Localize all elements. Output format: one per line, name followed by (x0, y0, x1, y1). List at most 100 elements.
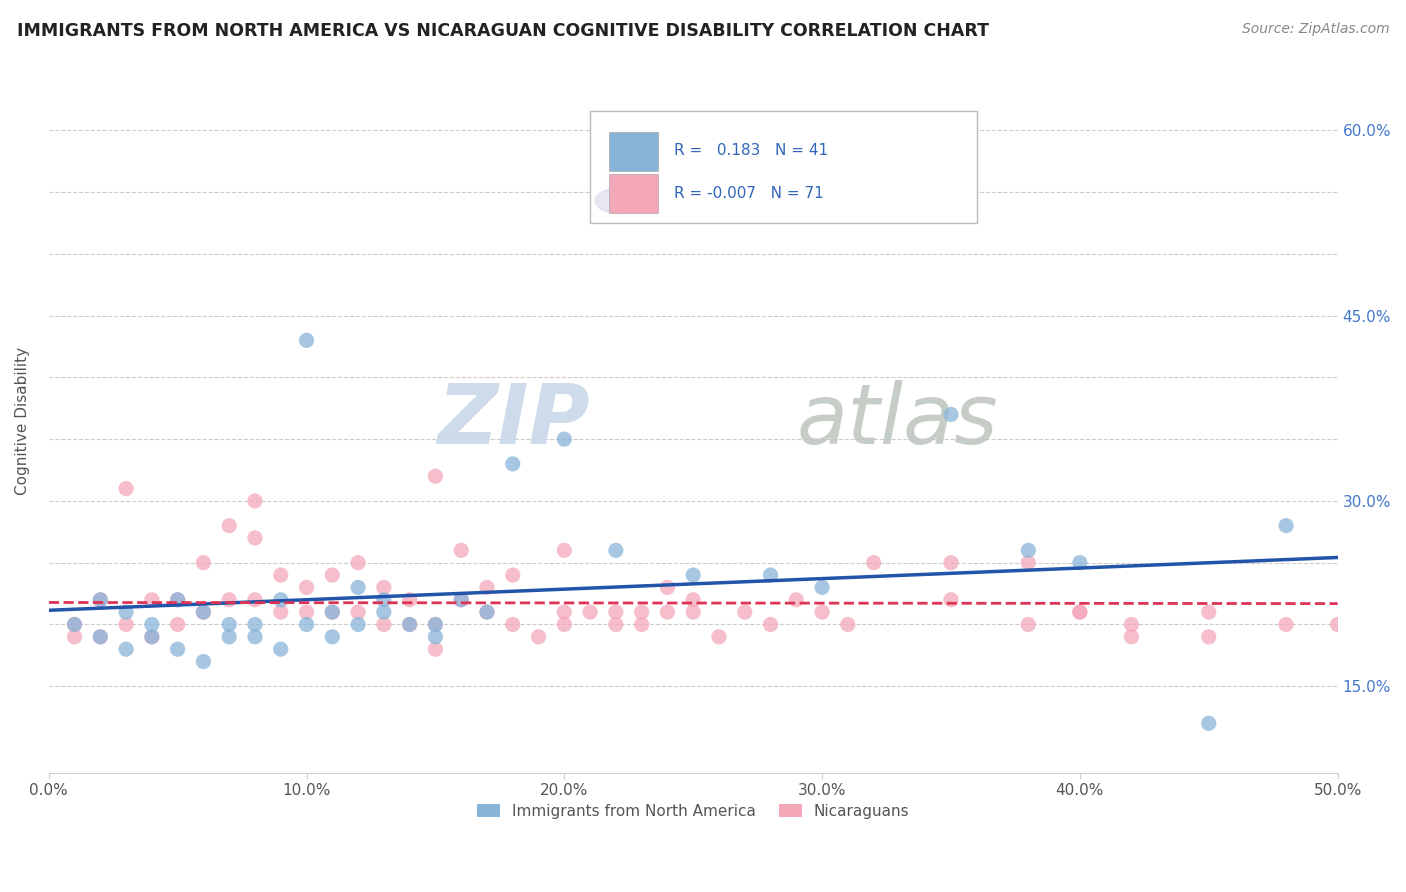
Point (502, 457, 524, 471)
Point (682, 592, 704, 607)
Point (553, 617, 575, 632)
Point (270, 568, 292, 582)
Text: ZIP: ZIP (437, 380, 591, 461)
Point (605, 543, 627, 558)
Point (1017, 617, 1039, 632)
Point (270, 642, 292, 657)
Point (295, 581, 318, 595)
Point (347, 556, 370, 570)
Circle shape (595, 188, 641, 213)
Point (811, 605, 834, 619)
Point (141, 630, 163, 644)
Point (115, 617, 138, 632)
Point (243, 592, 266, 607)
Point (657, 581, 679, 595)
Point (1069, 605, 1091, 619)
Point (398, 617, 420, 632)
Point (193, 556, 215, 570)
Point (89, 630, 111, 644)
Point (475, 605, 498, 619)
Point (553, 605, 575, 619)
Point (166, 592, 188, 607)
Point (115, 605, 138, 619)
Text: IMMIGRANTS FROM NORTH AMERICA VS NICARAGUAN COGNITIVE DISABILITY CORRELATION CHA: IMMIGRANTS FROM NORTH AMERICA VS NICARAG… (17, 22, 988, 40)
Point (1326, 617, 1348, 632)
Point (193, 605, 215, 619)
Point (347, 581, 370, 595)
Point (243, 630, 266, 644)
Point (218, 592, 240, 607)
Point (657, 605, 679, 619)
Point (193, 655, 215, 669)
Point (630, 605, 652, 619)
Point (321, 605, 343, 619)
FancyBboxPatch shape (609, 132, 658, 170)
Point (63, 617, 86, 632)
Point (425, 617, 447, 632)
Point (218, 630, 240, 644)
Point (218, 518, 240, 533)
Point (450, 592, 472, 607)
Point (398, 592, 420, 607)
Point (1017, 556, 1039, 570)
Point (425, 642, 447, 657)
Point (527, 630, 550, 644)
Point (115, 482, 138, 496)
Point (1069, 605, 1091, 619)
Point (630, 617, 652, 632)
Point (89, 592, 111, 607)
FancyBboxPatch shape (609, 174, 658, 213)
Point (63, 617, 86, 632)
Point (785, 592, 807, 607)
Point (1121, 617, 1143, 632)
Point (605, 778, 627, 792)
Point (734, 605, 756, 619)
Point (295, 334, 318, 348)
Point (89, 630, 111, 644)
Point (682, 568, 704, 582)
Point (1069, 556, 1091, 570)
Point (502, 617, 524, 632)
Point (115, 642, 138, 657)
Point (243, 531, 266, 545)
Point (89, 592, 111, 607)
Point (475, 605, 498, 619)
Point (193, 605, 215, 619)
Point (243, 494, 266, 508)
Point (605, 605, 627, 619)
Point (939, 592, 962, 607)
Point (243, 617, 266, 632)
Point (398, 617, 420, 632)
Point (373, 592, 395, 607)
Point (553, 543, 575, 558)
Point (425, 617, 447, 632)
Point (605, 617, 627, 632)
Point (939, 408, 962, 422)
Y-axis label: Cognitive Disability: Cognitive Disability (15, 347, 30, 495)
Point (811, 581, 834, 595)
Point (1121, 630, 1143, 644)
Point (321, 605, 343, 619)
Point (1017, 543, 1039, 558)
Point (141, 617, 163, 632)
Point (502, 568, 524, 582)
Point (373, 581, 395, 595)
Point (373, 617, 395, 632)
Point (837, 617, 859, 632)
Text: atlas: atlas (796, 380, 998, 461)
FancyBboxPatch shape (591, 111, 977, 224)
Point (218, 617, 240, 632)
Legend: Immigrants from North America, Nicaraguans: Immigrants from North America, Nicaragua… (471, 797, 915, 825)
Point (475, 581, 498, 595)
Point (1275, 518, 1298, 533)
Point (425, 630, 447, 644)
Text: R = -0.007   N = 71: R = -0.007 N = 71 (673, 186, 824, 201)
Point (579, 605, 602, 619)
Point (141, 592, 163, 607)
Point (321, 568, 343, 582)
Point (141, 630, 163, 644)
Point (166, 592, 188, 607)
Point (759, 617, 782, 632)
Text: R =   0.183   N = 41: R = 0.183 N = 41 (673, 143, 828, 158)
Point (553, 432, 575, 446)
